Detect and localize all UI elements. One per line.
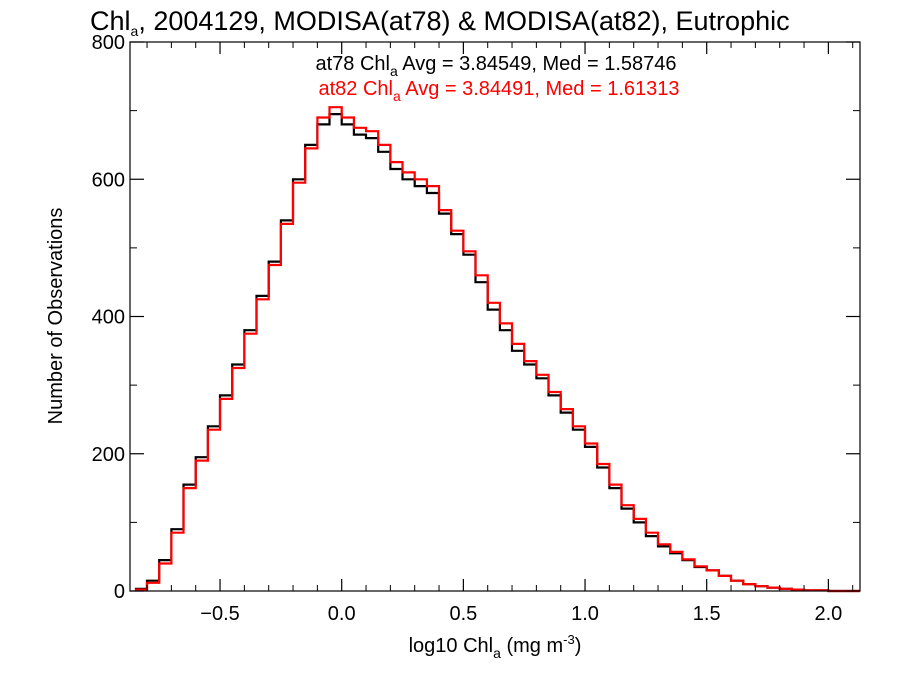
y-tick-label: 200 <box>92 444 125 466</box>
y-axis-label: Number of Observations <box>45 208 67 425</box>
series-layer <box>134 106 860 593</box>
x-tick-label: 0.0 <box>328 603 356 625</box>
x-tick-label: −0.5 <box>200 603 239 625</box>
x-tick-label: 2.0 <box>814 603 842 625</box>
series-line-1 <box>134 106 860 593</box>
x-tick-label: 1.5 <box>693 603 721 625</box>
annotation-at78: at78 Chla Avg = 3.84549, Med = 1.58746 <box>315 53 676 79</box>
x-tick-label: 0.5 <box>449 603 477 625</box>
chart-title: Chla, 2004129, MODISA(at78) & MODISA(at8… <box>90 6 790 39</box>
y-tick-label: 400 <box>92 307 125 329</box>
ticks-layer: −0.5 0.0 0.5 1.0 1.5 2.0 0 200 400 600 800 <box>92 32 860 625</box>
x-tick-label: 1.0 <box>571 603 599 625</box>
y-tick-label: 800 <box>92 32 125 54</box>
stats-annotations: at78 Chla Avg = 3.84549, Med = 1.58746 a… <box>315 53 679 104</box>
x-axis-label: log10 Chla (mg m-3) <box>409 632 582 661</box>
annotation-at82: at82 Chla Avg = 3.84491, Med = 1.61313 <box>318 78 679 104</box>
y-tick-label: 0 <box>114 581 125 603</box>
plot-frame <box>129 41 861 592</box>
y-tick-label: 600 <box>92 169 125 191</box>
